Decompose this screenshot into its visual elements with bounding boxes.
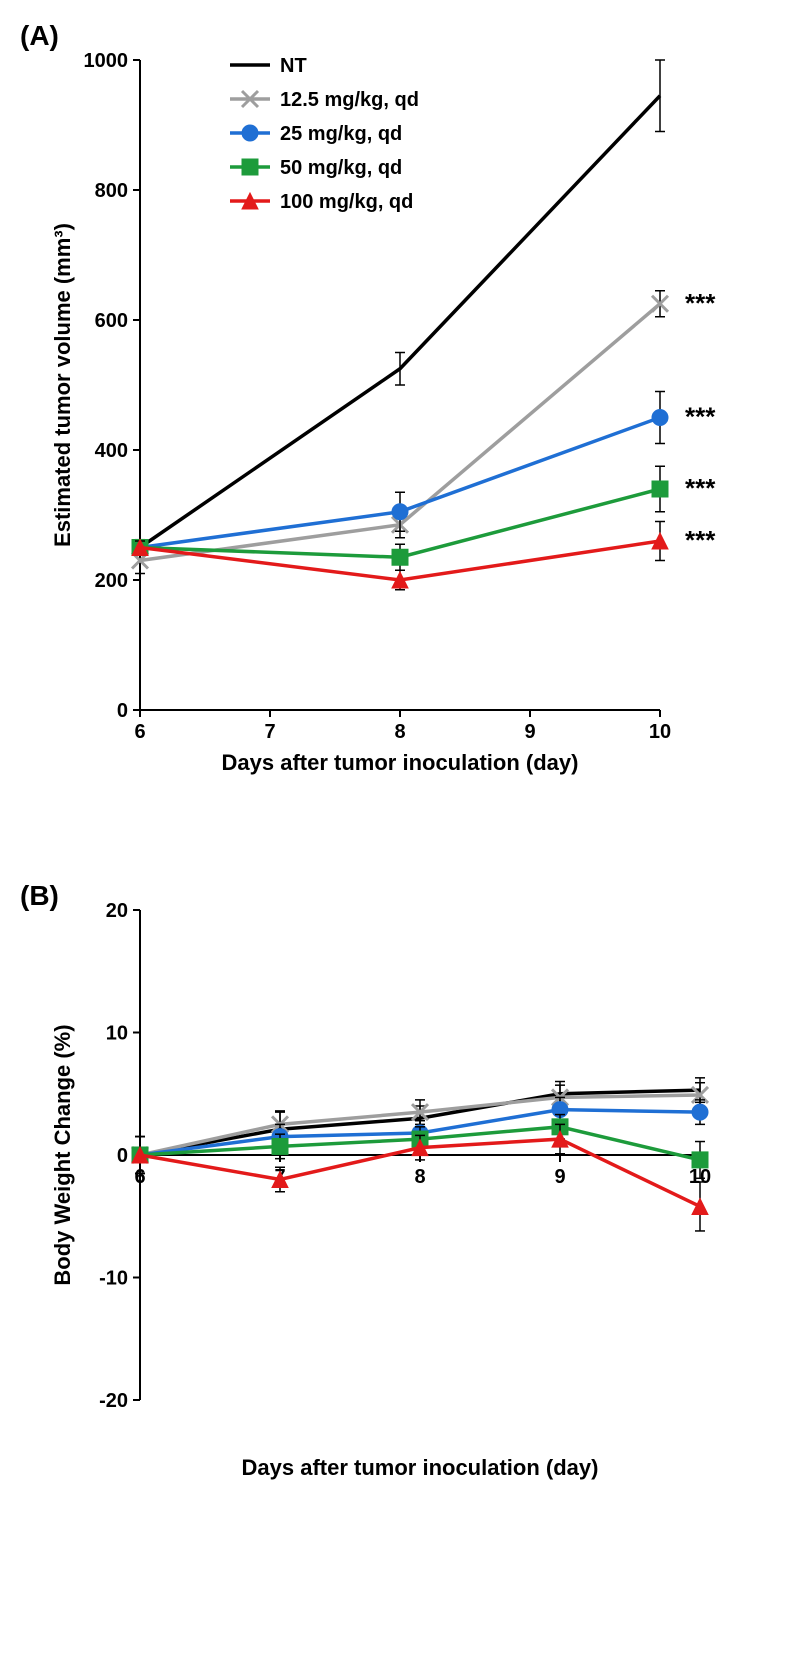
panel-b-label: (B) [20,880,59,912]
svg-text:100 mg/kg, qd: 100 mg/kg, qd [280,191,413,213]
svg-text:7: 7 [264,721,275,743]
svg-text:NT: NT [280,55,307,77]
svg-text:12.5 mg/kg, qd: 12.5 mg/kg, qd [280,89,419,111]
svg-text:1000: 1000 [84,50,129,72]
svg-text:***: *** [685,473,716,503]
svg-text:Days after tumor inoculation (: Days after tumor inoculation (day) [242,1455,599,1480]
svg-text:8: 8 [414,1166,425,1188]
svg-text:0: 0 [117,700,128,722]
svg-text:800: 800 [95,180,128,202]
svg-text:***: *** [685,525,716,555]
svg-text:8: 8 [394,721,405,743]
svg-text:Body Weight Change (%): Body Weight Change (%) [50,1024,75,1285]
svg-text:Days after tumor inoculation (: Days after tumor inoculation (day) [222,750,579,775]
panel-a-label: (A) [20,20,59,52]
panel-b: (B) -20-1001020678910Days after tumor in… [20,880,774,1500]
svg-text:50 mg/kg, qd: 50 mg/kg, qd [280,157,402,179]
svg-text:-20: -20 [99,1390,128,1412]
svg-text:0: 0 [117,1145,128,1167]
svg-text:Estimated tumor volume (mm³): Estimated tumor volume (mm³) [50,223,75,547]
chart-a: 0 200 400 600 800 1000 6 7 8 9 10 *** *** *** *** Days … [20,20,774,820]
svg-text:600: 600 [95,310,128,332]
svg-text:***: *** [685,288,716,318]
svg-text:10: 10 [649,721,671,743]
panel-a: (A) 0 200 400 600 800 1000 6 7 8 9 10 *** *** *** *** D… [20,20,774,820]
svg-text:9: 9 [554,1166,565,1188]
svg-text:9: 9 [524,721,535,743]
figure: (A) 02004006008001000678910************D… [20,20,774,1500]
svg-text:20: 20 [106,900,128,922]
svg-text:200: 200 [95,570,128,592]
svg-text:-10: -10 [99,1268,128,1290]
svg-text:10: 10 [106,1023,128,1045]
svg-text:***: *** [685,402,716,432]
chart-b: -20-1001020678910Days after tumor inocul… [20,880,774,1500]
svg-text:6: 6 [134,721,145,743]
svg-text:25 mg/kg, qd: 25 mg/kg, qd [280,123,402,145]
svg-text:400: 400 [95,440,128,462]
